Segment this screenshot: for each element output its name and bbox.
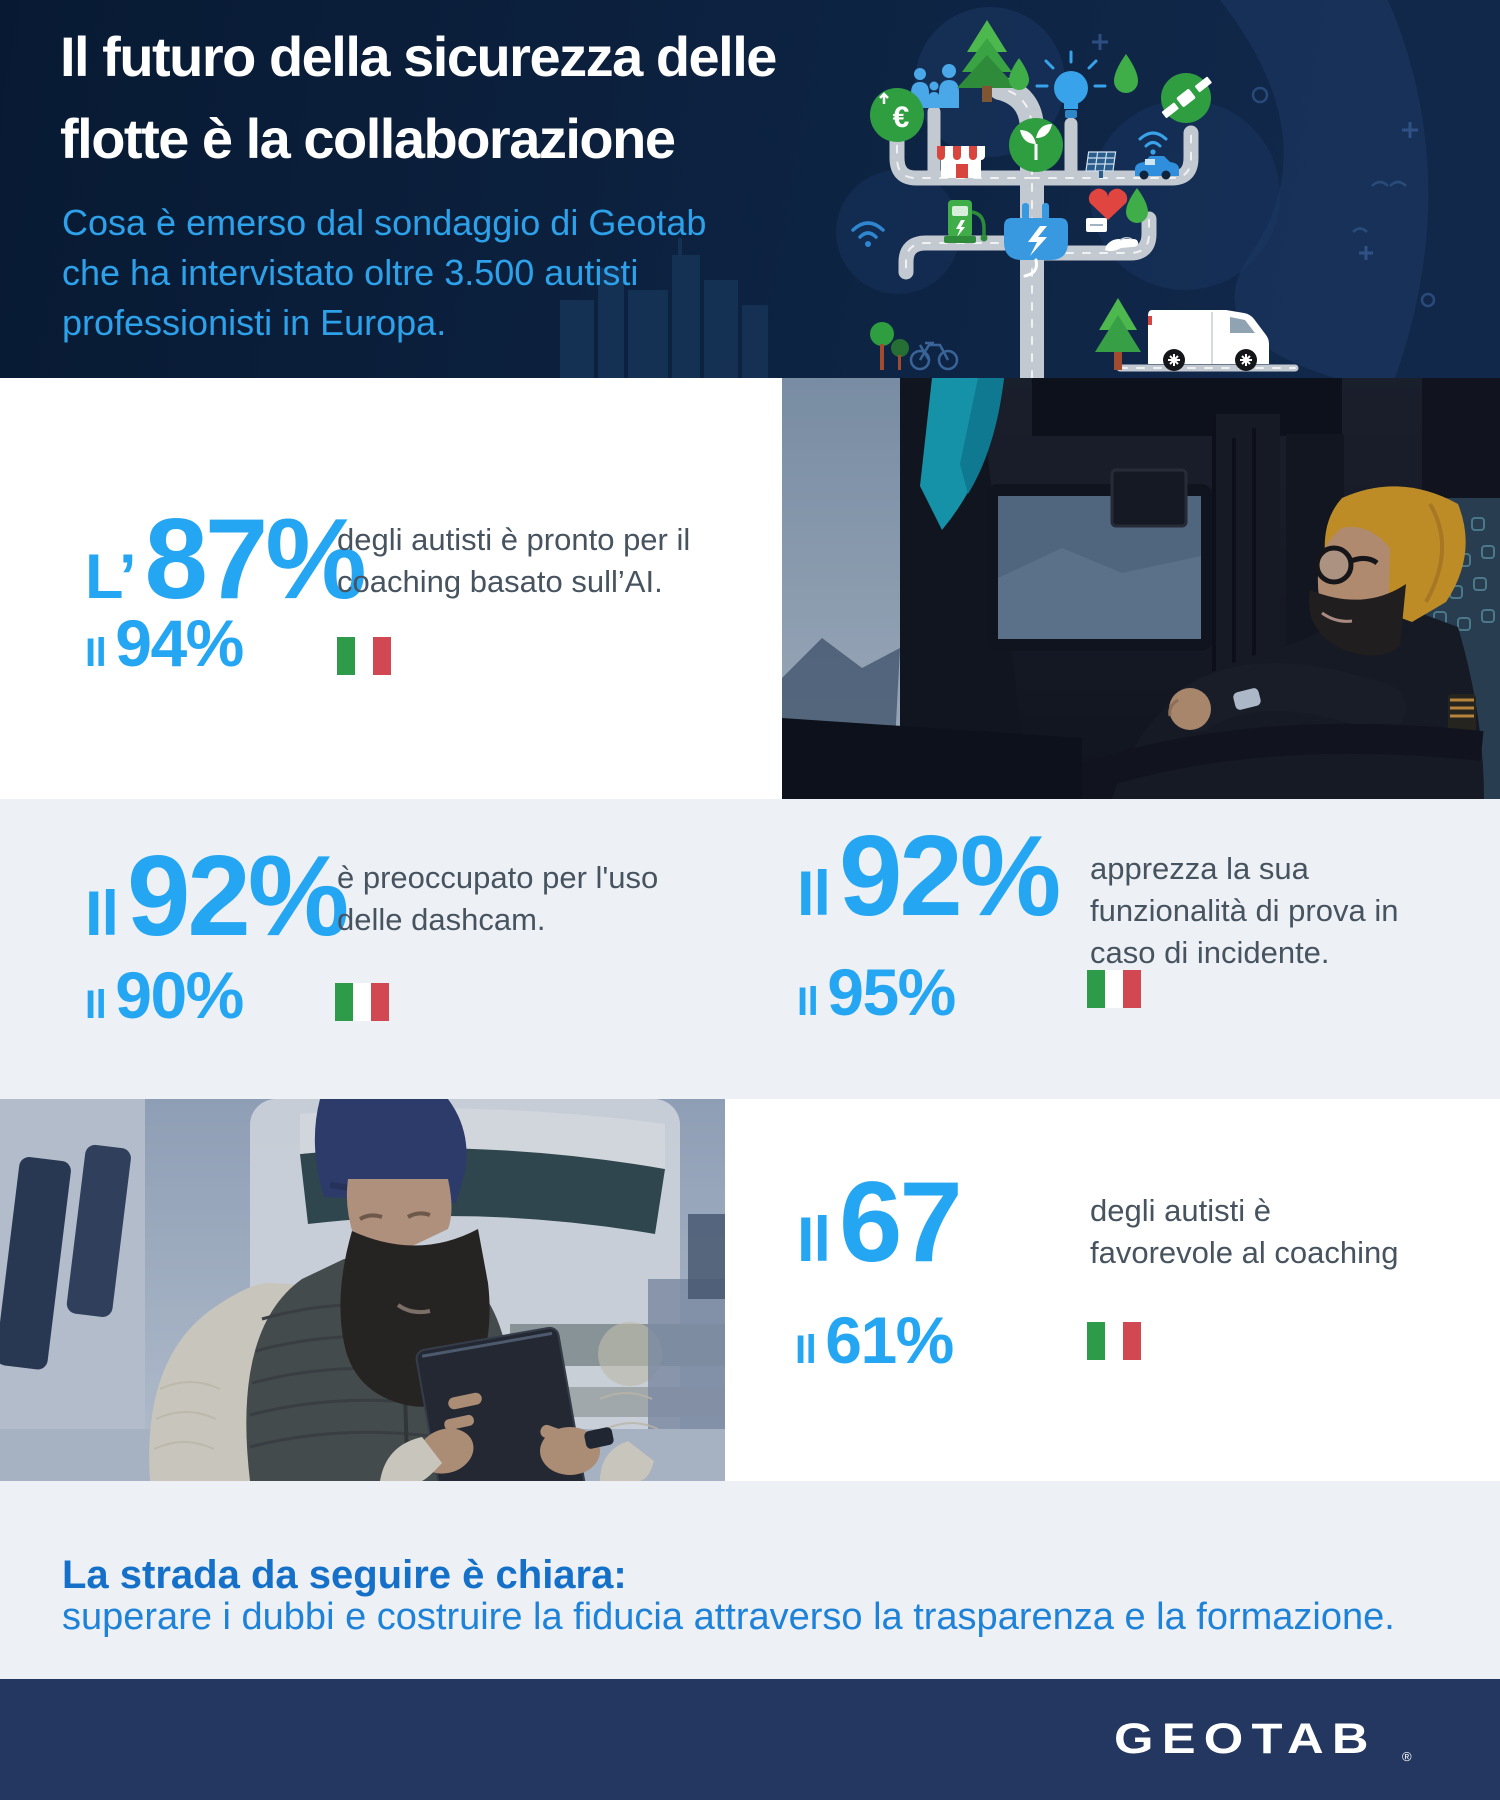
stat-dashcam-description: è preoccupato per l'uso delle dashcam. <box>337 860 659 937</box>
satellite-icon <box>1161 73 1212 123</box>
geotab-logo: GEOTAB ® <box>1114 1714 1412 1764</box>
heart-icon <box>1088 188 1128 220</box>
italy-flag-icon <box>335 983 389 1021</box>
section-coaching-favor: Il 67 degli autisti è favorevole al coach… <box>0 1099 1500 1481</box>
park-trees <box>870 322 909 370</box>
water-drop-icon <box>1009 54 1148 223</box>
geotab-logo-text: GEOTAB <box>1114 1714 1377 1762</box>
solar-panel-icon <box>1085 151 1117 178</box>
italy-flag-icon <box>1087 1322 1141 1360</box>
truck-driver-photo <box>782 378 1500 799</box>
euro-icon: € <box>870 88 924 142</box>
stat-ai-coaching-description: degli autisti è pronto per il coaching b… <box>337 522 691 599</box>
page-title: Il futuro della sicurezza delle flotte è… <box>60 25 777 170</box>
italy-flag-icon <box>337 637 391 675</box>
section-dashcam: Il 92% è preoccupato per l'uso delle dash… <box>0 799 1500 1099</box>
road-tree <box>889 76 1299 378</box>
connected-car-icon <box>1135 131 1179 180</box>
registered-mark: ® <box>1402 1749 1412 1764</box>
sprout-icon <box>1009 118 1063 172</box>
delivery-van-icon <box>1148 310 1269 371</box>
stat-ai-coaching-eu-value: L’ 87% <box>85 496 367 623</box>
stat-coaching-favor-it-value: Il 61% <box>795 1303 954 1377</box>
stat-incident-it-value: Il 95% <box>797 955 956 1029</box>
stat-incident-description: apprezza la sua funzionalità di prova in… <box>1090 851 1399 970</box>
pine-tree-icon <box>957 20 1017 102</box>
stat-ai-coaching-it-value: Il 94% <box>85 606 244 680</box>
italy-flag-icon <box>1087 970 1141 1008</box>
stat-coaching-favor-eu-value: Il 67 <box>797 1159 963 1286</box>
svg-text:€: € <box>893 101 910 134</box>
hand-payment-icon <box>1086 218 1138 252</box>
stat-incident-eu-value: Il 92% <box>797 813 1061 940</box>
wifi-icon <box>851 221 885 247</box>
pine-tree-icon-2 <box>1095 298 1141 370</box>
conclusion-body: superare i dubbi e costruire la fiducia … <box>62 1596 1395 1638</box>
store-icon <box>937 146 985 178</box>
stat-dashcam-eu-value: Il 92% <box>85 833 349 960</box>
brand-footer: GEOTAB ® <box>0 1679 1500 1800</box>
electric-plug-icon <box>1004 203 1068 278</box>
header: € <box>0 0 1500 378</box>
background-shapes <box>836 0 1500 378</box>
bicycle-icon <box>909 341 959 371</box>
stat-dashcam-it-value: Il 90% <box>85 958 244 1032</box>
driver-tablet-photo <box>0 1099 725 1481</box>
stat-coaching-favor-description: degli autisti è favorevole al coaching <box>1090 1193 1399 1270</box>
lightbulb-icon <box>1035 50 1107 118</box>
conclusion-banner: La strada da seguire è chiara: superare … <box>0 1481 1500 1679</box>
page-subtitle: Cosa è emerso dal sondaggio di Geotab ch… <box>62 202 707 343</box>
ev-charger-icon <box>944 200 988 243</box>
family-icon <box>911 64 959 108</box>
section-ai-coaching: L’ 87% degli autisti è pronto per il coac… <box>0 378 1500 799</box>
conclusion-heading: La strada da seguire è chiara: <box>62 1553 627 1597</box>
